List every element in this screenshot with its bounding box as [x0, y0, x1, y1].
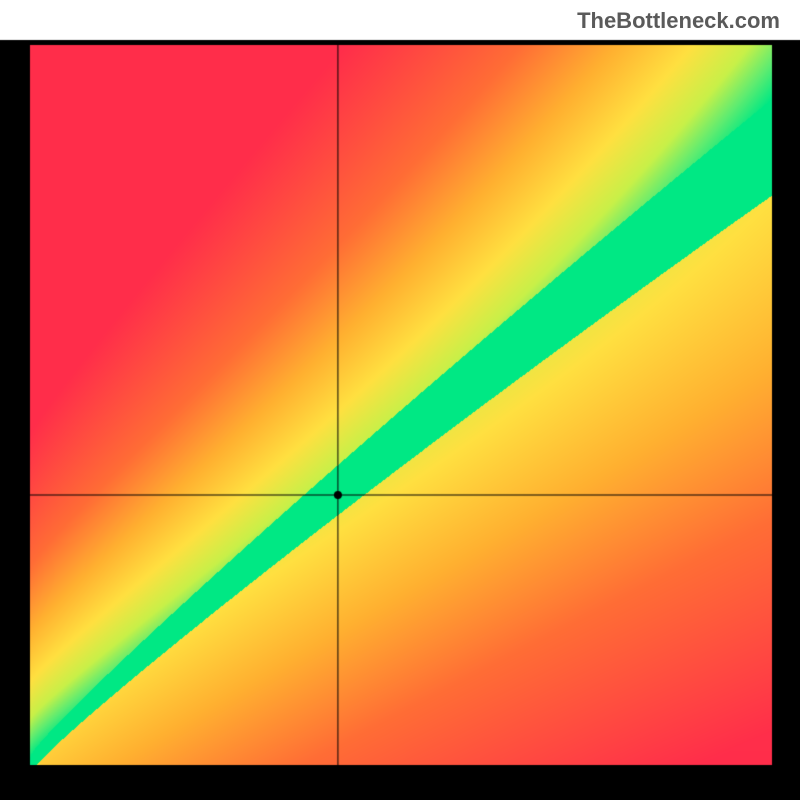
chart-container: TheBottleneck.com [0, 0, 800, 800]
heatmap-canvas [0, 0, 800, 800]
watermark-text: TheBottleneck.com [577, 8, 780, 34]
